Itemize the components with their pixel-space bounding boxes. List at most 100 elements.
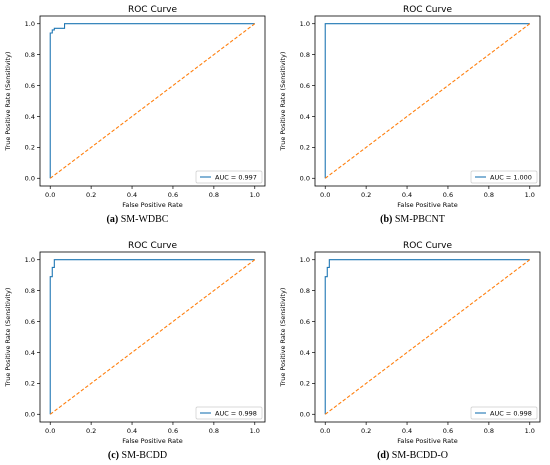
x-tick-label: 0.6	[168, 427, 178, 435]
x-tick-label: 1.0	[525, 191, 535, 199]
legend-label: AUC = 0.997	[215, 173, 257, 181]
y-axis-label: True Positive Rate (Sensitivity)	[4, 52, 12, 152]
y-axis-label: True Positive Rate (Sensitivity)	[279, 288, 287, 388]
x-tick-label: 0.0	[45, 191, 55, 199]
y-tick-label: 0.4	[300, 349, 310, 357]
plot-frame	[39, 15, 266, 187]
caption-c-name: SM-BCDD	[121, 450, 168, 461]
caption-d-letter: (d)	[377, 450, 390, 461]
x-tick-label: 0.6	[168, 191, 178, 199]
caption-a: (a) SM-WDBC	[0, 214, 275, 225]
chance-diagonal-line	[49, 23, 256, 179]
legend-box	[470, 170, 538, 184]
x-tick-label: 0.8	[484, 427, 494, 435]
x-tick-label: 0.0	[320, 427, 330, 435]
x-tick-label: 0.2	[361, 427, 371, 435]
roc-panel-a: ROC Curve 0.0 0.2 0.4 0.6 0.8 1.0 0.0 0.2 0.4 0.6 0…	[0, 0, 275, 230]
y-tick-label: 0.4	[300, 113, 310, 121]
chart-title: ROC Curve	[403, 241, 452, 251]
caption-b: (b) SM-PBCNT	[275, 214, 550, 225]
x-tick-label: 0.6	[443, 427, 453, 435]
y-tick-label: 1.0	[25, 20, 35, 28]
legend-label: AUC = 1.000	[490, 173, 532, 181]
legend-box	[195, 406, 263, 420]
y-tick-label: 0.8	[25, 51, 35, 59]
roc-curve-line	[49, 23, 255, 179]
plot-frame	[314, 15, 541, 187]
x-tick-label: 1.0	[250, 191, 260, 199]
y-tick-label: 0.8	[300, 287, 310, 295]
y-tick-label: 0.0	[25, 411, 35, 419]
caption-d-name: SM-BCDD-O	[391, 450, 448, 461]
caption-a-name: SM-WDBC	[120, 214, 169, 225]
x-tick-label: 0.2	[86, 427, 96, 435]
chance-diagonal-line	[324, 259, 531, 415]
y-tick-label: 0.2	[300, 380, 310, 388]
caption-b-name: SM-PBCNT	[394, 214, 445, 225]
roc-chart-b: ROC Curve 0.0 0.2 0.4 0.6 0.8 1.0 0.0 0.2 0.4 0.6 0…	[279, 5, 541, 209]
x-axis-label: False Positive Rate	[397, 437, 457, 445]
y-axis-label: True Positive Rate (Sensitivity)	[4, 288, 12, 388]
legend-label: AUC = 0.998	[490, 409, 532, 417]
caption-a-letter: (a)	[106, 214, 119, 225]
y-tick-label: 0.4	[25, 349, 35, 357]
y-tick-label: 0.8	[25, 287, 35, 295]
roc-chart-c: ROC Curve 0.0 0.2 0.4 0.6 0.8 1.0 0.0 0.2 0.4 0.6 0…	[4, 241, 266, 445]
y-tick-label: 0.0	[300, 175, 310, 183]
legend-box	[470, 406, 538, 420]
roc-curve-line	[324, 23, 530, 179]
y-tick-label: 0.6	[25, 318, 35, 326]
x-tick-label: 1.0	[250, 427, 260, 435]
x-tick-label: 0.4	[127, 191, 137, 199]
x-tick-label: 0.0	[45, 427, 55, 435]
y-tick-label: 0.2	[25, 144, 35, 152]
y-axis-label: True Positive Rate (Sensitivity)	[279, 52, 287, 152]
x-axis-label: False Positive Rate	[397, 201, 457, 209]
roc-chart-d: ROC Curve 0.0 0.2 0.4 0.6 0.8 1.0 0.0 0.2 0.4 0.6 0…	[279, 241, 541, 445]
roc-curve-line	[324, 259, 530, 415]
x-tick-label: 0.8	[484, 191, 494, 199]
y-tick-label: 0.2	[25, 380, 35, 388]
legend-label: AUC = 0.998	[215, 409, 257, 417]
caption-c-letter: (c)	[107, 450, 120, 461]
chance-diagonal-line	[49, 259, 256, 415]
x-tick-label: 0.8	[209, 427, 219, 435]
x-axis-label: False Positive Rate	[122, 437, 182, 445]
x-tick-label: 1.0	[525, 427, 535, 435]
y-tick-label: 0.8	[300, 51, 310, 59]
roc-panel-b: ROC Curve 0.0 0.2 0.4 0.6 0.8 1.0 0.0 0.2 0.4 0.6 0…	[275, 0, 550, 230]
y-tick-label: 0.6	[300, 318, 310, 326]
caption-c: (c) SM-BCDD	[0, 450, 275, 461]
roc-panel-c: ROC Curve 0.0 0.2 0.4 0.6 0.8 1.0 0.0 0.2 0.4 0.6 0…	[0, 236, 275, 465]
y-tick-label: 0.6	[300, 82, 310, 90]
x-tick-label: 0.2	[361, 191, 371, 199]
x-tick-label: 0.2	[86, 191, 96, 199]
roc-panel-d: ROC Curve 0.0 0.2 0.4 0.6 0.8 1.0 0.0 0.2 0.4 0.6 0…	[275, 236, 550, 465]
x-axis-label: False Positive Rate	[122, 201, 182, 209]
y-tick-label: 0.0	[25, 175, 35, 183]
plot-frame	[39, 251, 266, 423]
x-tick-label: 0.8	[209, 191, 219, 199]
y-tick-label: 1.0	[25, 256, 35, 264]
x-tick-label: 0.0	[320, 191, 330, 199]
x-tick-label: 0.6	[443, 191, 453, 199]
chart-title: ROC Curve	[128, 5, 177, 15]
caption-d: (d) SM-BCDD-O	[275, 450, 550, 461]
chance-diagonal-line	[324, 23, 531, 179]
x-tick-label: 0.4	[402, 191, 412, 199]
roc-chart-a: ROC Curve 0.0 0.2 0.4 0.6 0.8 1.0 0.0 0.2 0.4 0.6 0…	[4, 5, 266, 209]
plot-frame	[314, 251, 541, 423]
y-tick-label: 1.0	[300, 256, 310, 264]
y-tick-label: 1.0	[300, 20, 310, 28]
chart-title: ROC Curve	[128, 241, 177, 251]
y-tick-label: 0.6	[25, 82, 35, 90]
y-tick-label: 0.0	[300, 411, 310, 419]
y-tick-label: 0.2	[300, 144, 310, 152]
legend-box	[195, 170, 263, 184]
caption-b-letter: (b)	[380, 214, 393, 225]
x-tick-label: 0.4	[127, 427, 137, 435]
y-tick-label: 0.4	[25, 113, 35, 121]
x-tick-label: 0.4	[402, 427, 412, 435]
chart-title: ROC Curve	[403, 5, 452, 15]
roc-curve-line	[49, 259, 255, 415]
